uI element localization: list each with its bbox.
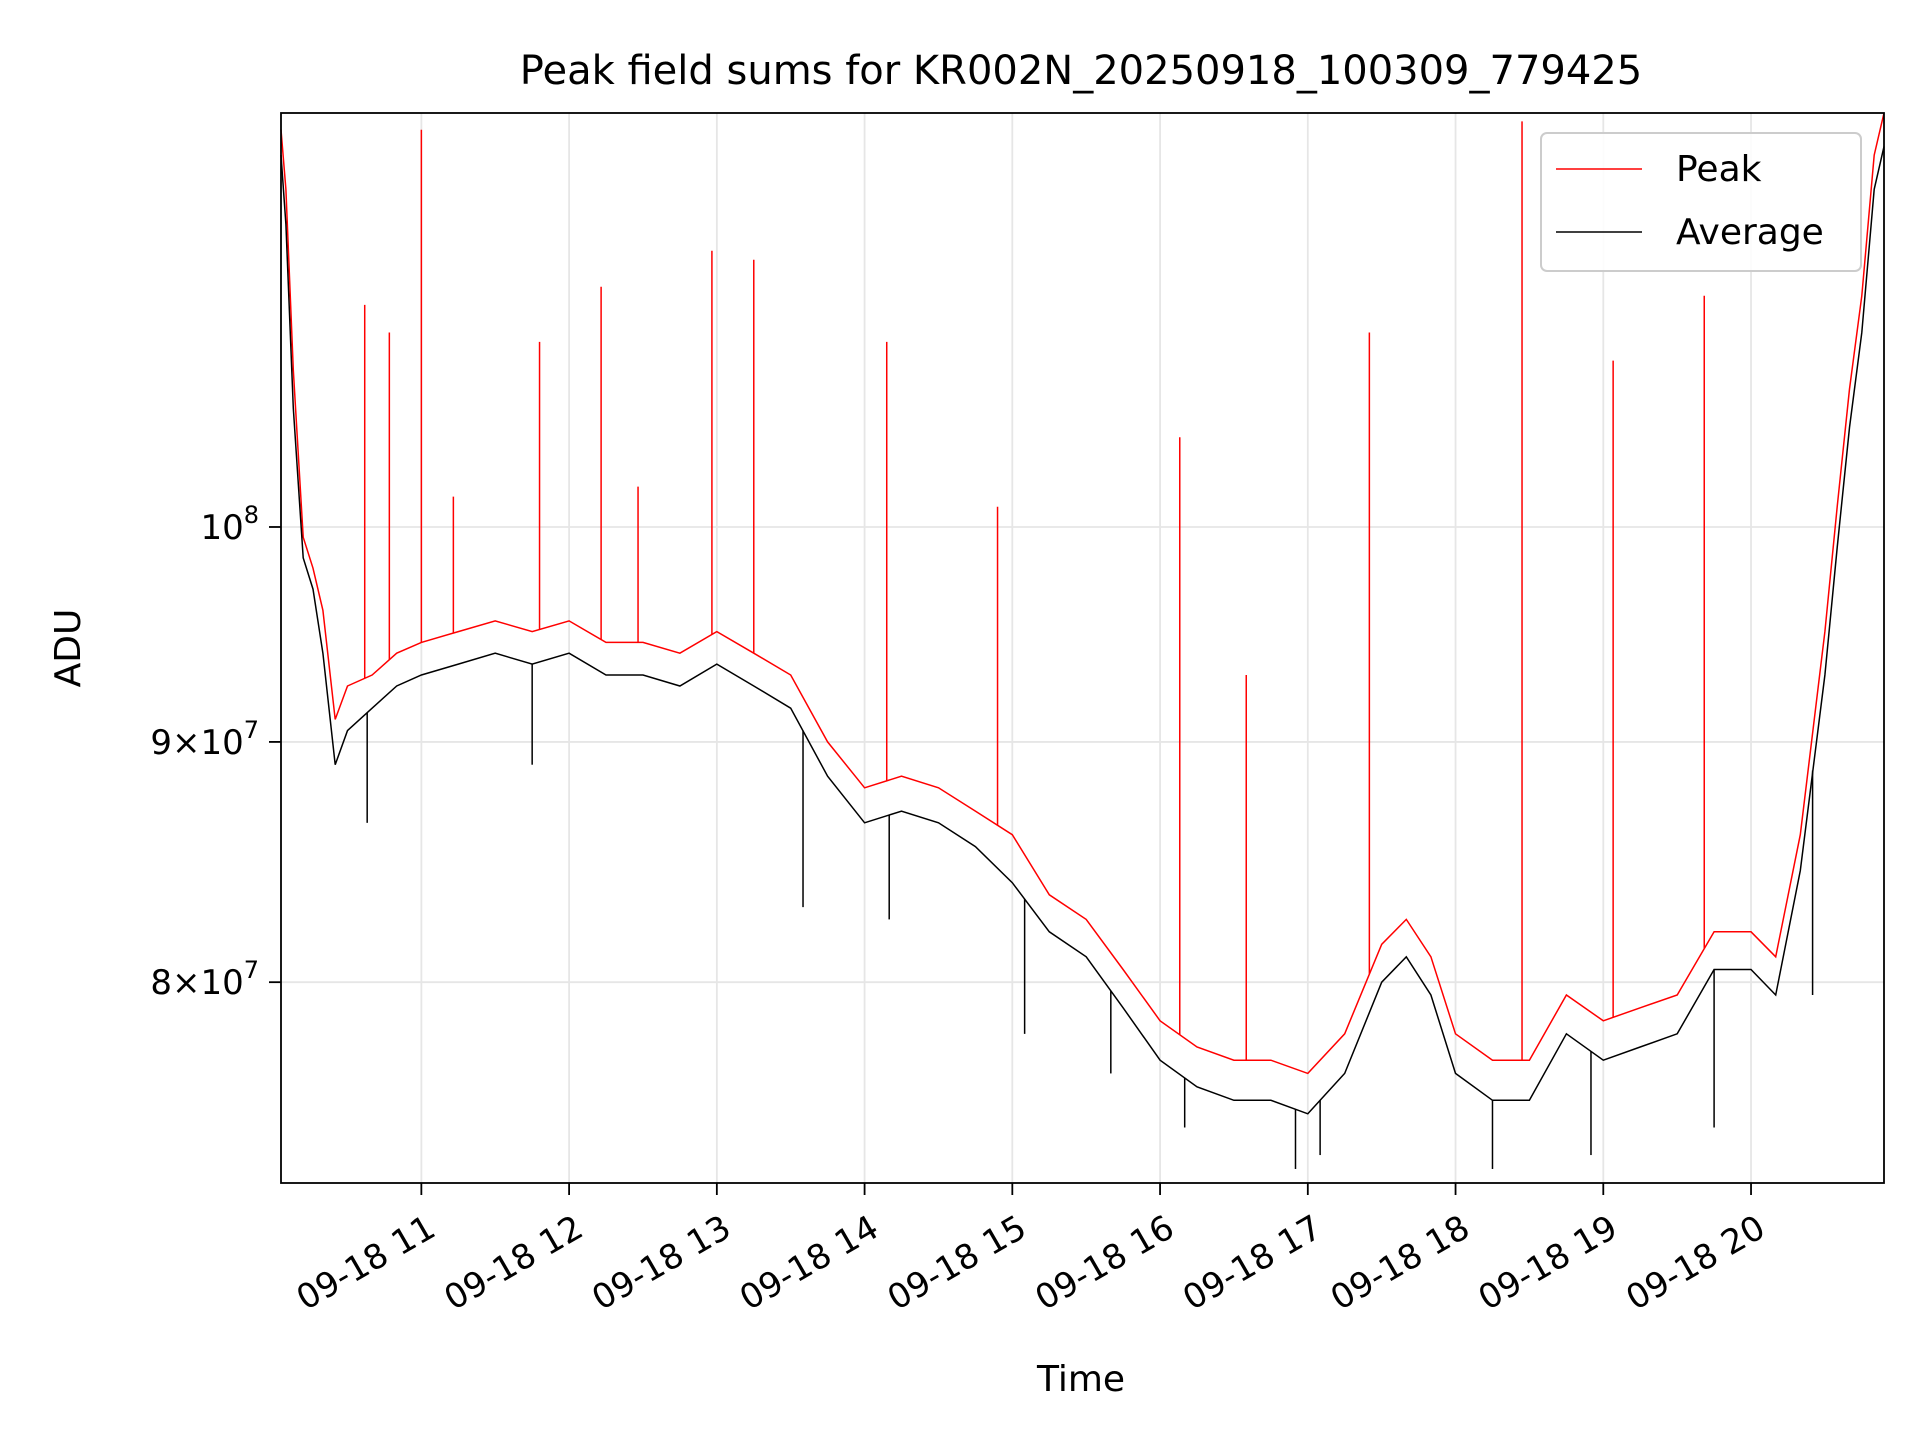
y-tick-label: 8×107 [150,956,259,1003]
series-layer [280,112,1885,1169]
legend-label-average: Average [1676,212,1824,253]
series-peak [280,112,1885,1075]
y-axis: 8×107 9×107 108 [150,501,281,1003]
series-line-peak [280,112,1885,1075]
legend: Peak Average [1540,132,1862,272]
series-average [280,146,1885,1169]
plot-area [280,112,1885,1169]
series-line-average [280,146,1885,1115]
y-axis-label: ADU [48,609,89,688]
x-axis-label: Time [1036,1359,1125,1400]
y-tick-label: 108 [200,501,259,548]
grid [281,113,1884,1183]
chart-title: Peak field sums for KR002N_20250918_1003… [520,48,1642,94]
axes-frame [280,112,1885,1184]
legend-box [1540,132,1862,272]
y-tick-label: 9×107 [150,716,259,763]
legend-label-peak: Peak [1676,149,1762,190]
